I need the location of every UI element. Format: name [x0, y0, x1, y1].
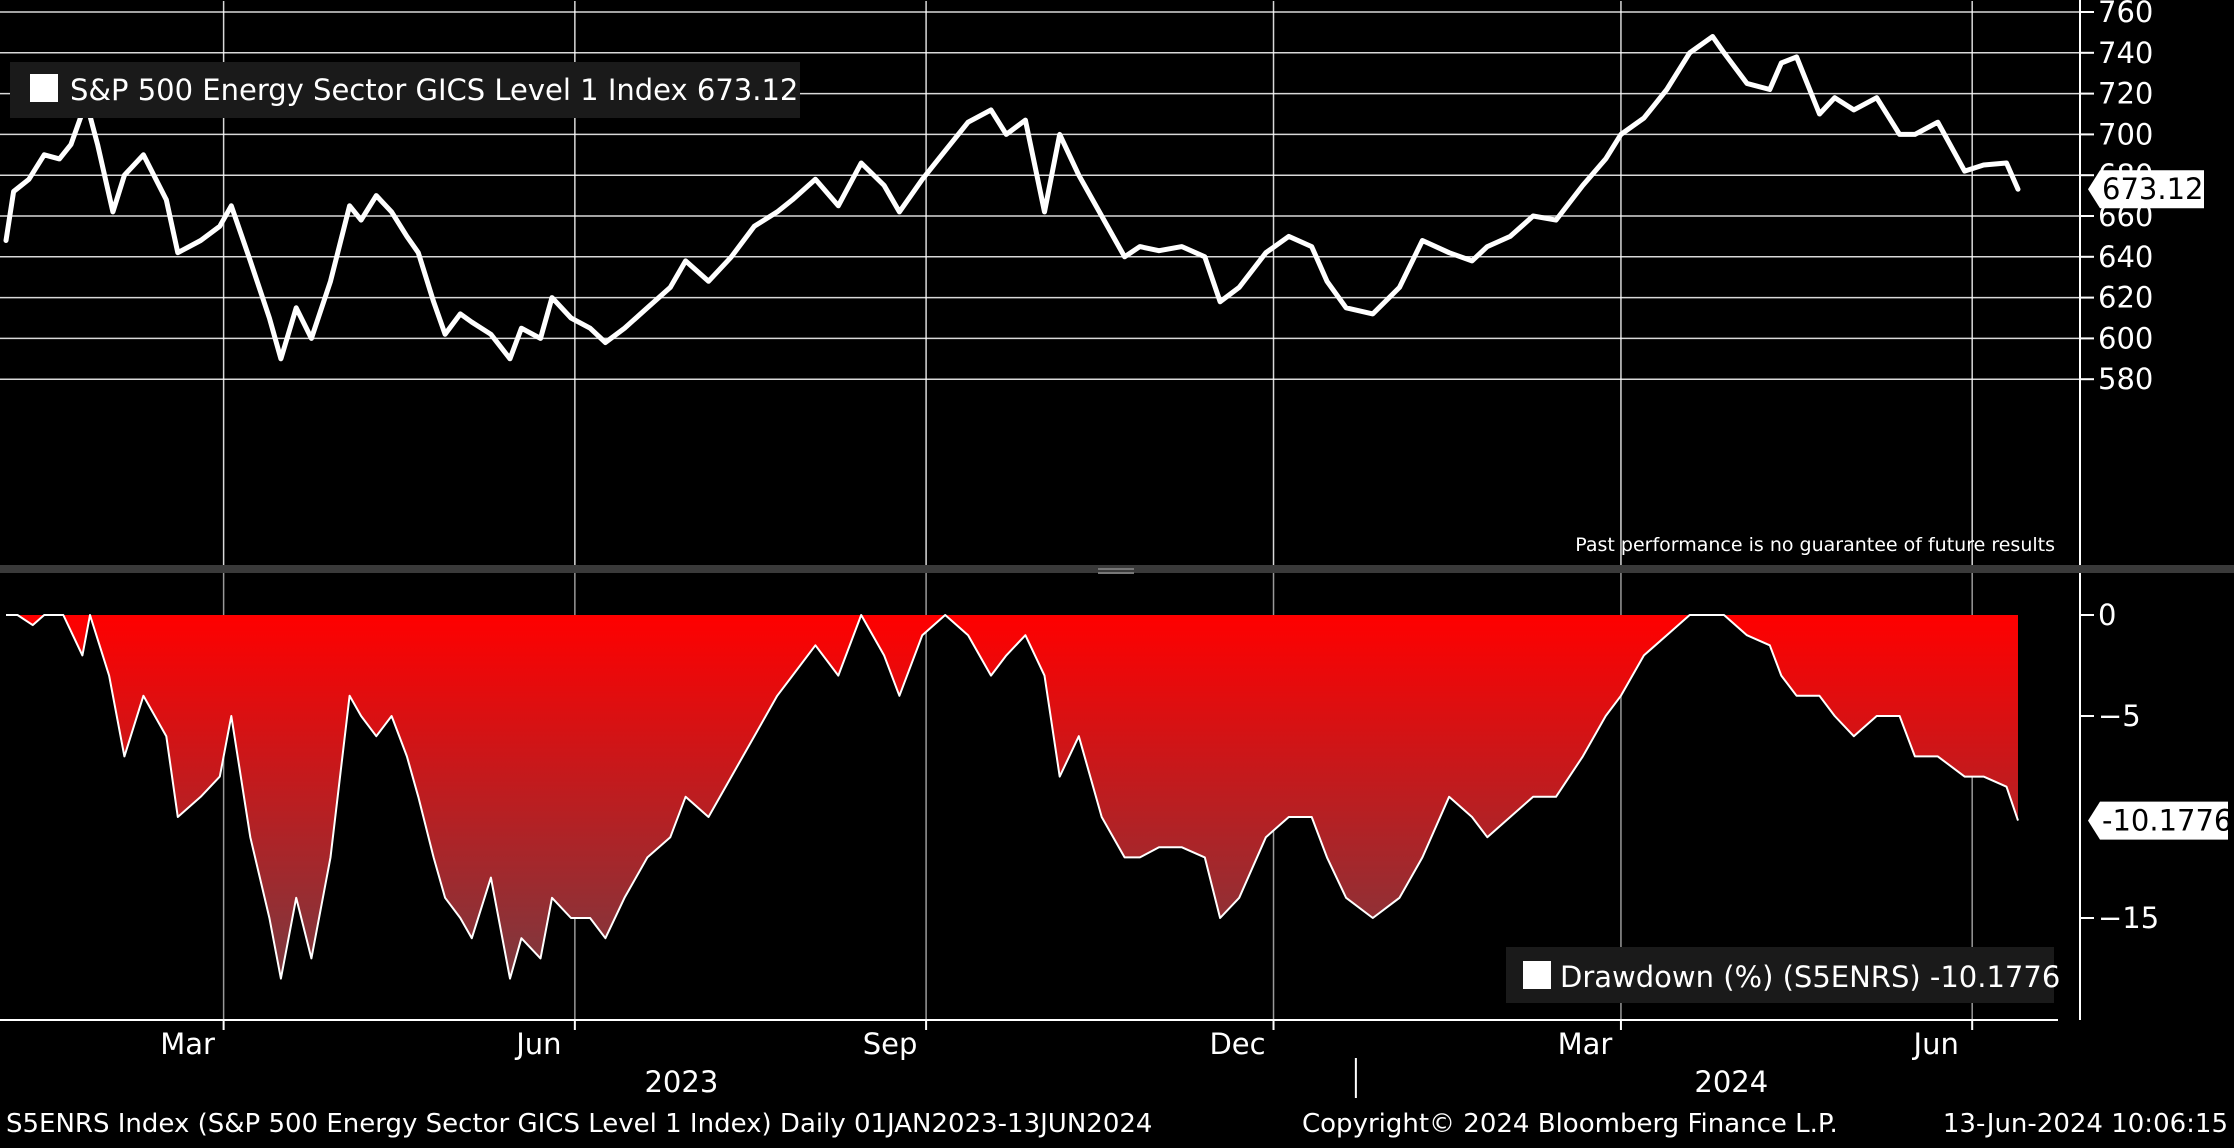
drawdown-last-value-flag: -10.1776 — [2088, 801, 2232, 840]
drawdown-area — [6, 615, 2018, 979]
price-tick-label: 740 — [2098, 36, 2153, 70]
price-legend-label: S&P 500 Energy Sector GICS Level 1 Index… — [70, 73, 798, 107]
price-legend: S&P 500 Energy Sector GICS Level 1 Index… — [10, 62, 800, 118]
price-series-line — [3, 34, 2021, 362]
month-tick-label: Jun — [514, 1027, 561, 1061]
drawdown-last-value-label: -10.1776 — [2102, 804, 2232, 838]
drawdown-series-line — [6, 614, 2019, 980]
time-axis-ticks: Mar Jun Sep Dec Mar Jun — [160, 1020, 1974, 1061]
price-last-value-flag-shape — [2088, 170, 2204, 209]
time-axis: Mar Jun Sep Dec Mar Jun 2023 2024 — [0, 1019, 2058, 1099]
drawdown-legend-swatch — [1523, 961, 1551, 989]
month-tick-label: Dec — [1209, 1027, 1265, 1061]
drawdown-last-value-flag-shape — [2088, 801, 2228, 840]
footer-copyright: Copyright© 2024 Bloomberg Finance L.P. — [1302, 1109, 1838, 1139]
disclaimer-note: Past performance is no guarantee of futu… — [1575, 534, 2055, 556]
price-legend-box — [10, 62, 800, 118]
drawdown-tick-label: 0 — [2098, 598, 2116, 632]
footer-timestamp: 13-Jun-2024 10:06:15 — [1943, 1109, 2228, 1139]
price-tick-label: 760 — [2098, 0, 2153, 29]
drawdown-tick-label: −15 — [2098, 901, 2159, 935]
month-tick-label: Jun — [1912, 1027, 1959, 1061]
panel-divider-handle-icon[interactable] — [1098, 568, 1134, 574]
drawdown-tick-label: −5 — [2098, 699, 2141, 733]
price-tick-label: 600 — [2098, 321, 2153, 355]
price-tick-label: 580 — [2098, 362, 2153, 396]
month-tick-label: Sep — [863, 1027, 918, 1061]
price-legend-swatch — [30, 74, 58, 102]
footer-security-description: S5ENRS Index (S&P 500 Energy Sector GICS… — [6, 1109, 1152, 1139]
price-tick-label: 720 — [2098, 77, 2153, 111]
price-tick-label: 700 — [2098, 117, 2153, 151]
year-label: 2024 — [1694, 1065, 1768, 1099]
price-last-value-label: 673.12 — [2102, 172, 2203, 206]
drawdown-legend-label: Drawdown (%) (S5ENRS) -10.1776 — [1560, 960, 2060, 994]
drawdown-legend: Drawdown (%) (S5ENRS) -10.1776 — [1506, 947, 2060, 1003]
price-panel: 760740720700680660640620600580 S&P 500 E… — [0, 0, 2204, 565]
time-axis-years: 2023 2024 — [644, 1065, 1768, 1099]
price-last-value-flag: 673.12 — [2088, 170, 2204, 209]
drawdown-axis-ticks: 0 −5 −15 — [2080, 598, 2159, 935]
month-tick-label: Mar — [1558, 1027, 1613, 1061]
month-tick-label: Mar — [160, 1027, 215, 1061]
drawdown-legend-box — [1506, 947, 2054, 1003]
footer: S5ENRS Index (S&P 500 Energy Sector GICS… — [6, 1109, 2228, 1139]
drawdown-panel: 0 −5 −15 Drawdown (%) (S5ENRS) -10.1776 -1… — [6, 573, 2232, 1020]
year-label: 2023 — [644, 1065, 718, 1099]
price-tick-label: 620 — [2098, 281, 2153, 315]
price-tick-label: 640 — [2098, 240, 2153, 274]
